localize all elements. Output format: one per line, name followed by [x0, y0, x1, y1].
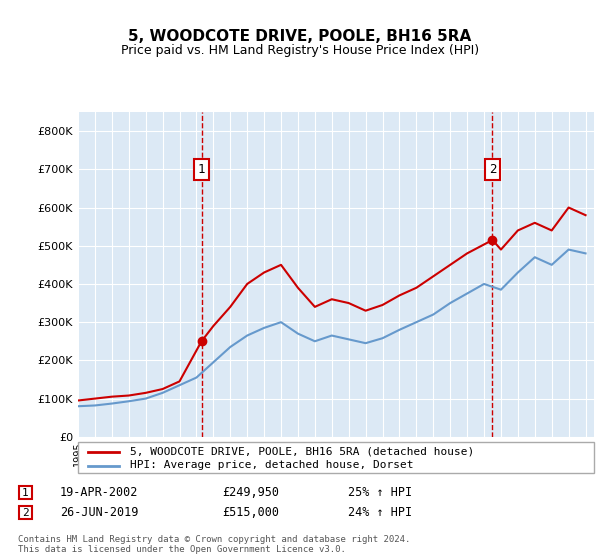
Text: 5, WOODCOTE DRIVE, POOLE, BH16 5RA (detached house): 5, WOODCOTE DRIVE, POOLE, BH16 5RA (deta…: [130, 447, 474, 456]
Text: 25% ↑ HPI: 25% ↑ HPI: [348, 486, 412, 500]
Text: £249,950: £249,950: [222, 486, 279, 500]
Text: 5, WOODCOTE DRIVE, POOLE, BH16 5RA: 5, WOODCOTE DRIVE, POOLE, BH16 5RA: [128, 29, 472, 44]
Text: Price paid vs. HM Land Registry's House Price Index (HPI): Price paid vs. HM Land Registry's House …: [121, 44, 479, 57]
Text: 26-JUN-2019: 26-JUN-2019: [60, 506, 139, 520]
Text: HPI: Average price, detached house, Dorset: HPI: Average price, detached house, Dors…: [130, 460, 413, 470]
Text: 2: 2: [489, 163, 496, 176]
Text: 2: 2: [22, 508, 29, 517]
Text: 19-APR-2002: 19-APR-2002: [60, 486, 139, 500]
Text: 1: 1: [198, 163, 205, 176]
Text: Contains HM Land Registry data © Crown copyright and database right 2024.
This d: Contains HM Land Registry data © Crown c…: [18, 535, 410, 554]
Text: 1: 1: [22, 488, 29, 497]
FancyBboxPatch shape: [19, 486, 32, 499]
FancyBboxPatch shape: [78, 442, 594, 473]
FancyBboxPatch shape: [19, 506, 32, 519]
Text: £515,000: £515,000: [222, 506, 279, 520]
Text: 24% ↑ HPI: 24% ↑ HPI: [348, 506, 412, 520]
